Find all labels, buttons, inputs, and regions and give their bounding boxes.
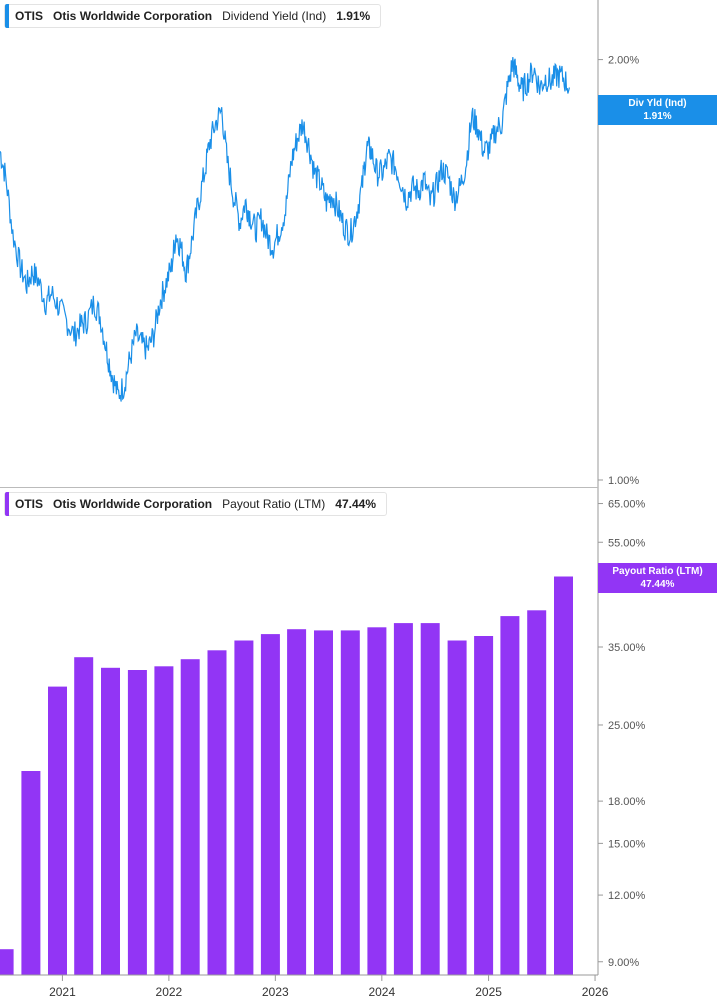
legend-metric: Dividend Yield (Ind): [222, 9, 327, 23]
legend-swatch-payout: [5, 492, 9, 516]
y-tick-label: 2.00%: [608, 55, 639, 67]
flag-label: Div Yld (Ind): [628, 98, 687, 109]
payout-bar: [314, 630, 333, 975]
payout-bar: [127, 670, 147, 975]
payout-bar: [21, 771, 41, 975]
payout-bar: [207, 650, 227, 975]
legend-metric: Payout Ratio (LTM): [222, 497, 326, 511]
y-tick-label: 12.00%: [608, 890, 646, 902]
dividend-yield-legend: OTIS Otis Worldwide Corporation Dividend…: [4, 4, 382, 28]
legend-ticker: OTIS: [15, 9, 44, 23]
x-axis: 2021 2022 2023 2024 2025 2026: [49, 975, 609, 999]
legend-ticker: OTIS: [15, 497, 44, 511]
payout-bar: [420, 623, 440, 975]
payout-bar: [340, 630, 360, 975]
legend-value: 47.44%: [335, 497, 376, 511]
x-tick-label: 2022: [156, 985, 183, 999]
payout-bar: [447, 640, 467, 975]
y-tick-label: 18.00%: [608, 796, 646, 808]
dividend-yield-line: [0, 57, 570, 402]
dividend-yield-value-flag: Div Yld (Ind) 1.91%: [598, 95, 717, 125]
payout-bar: [367, 627, 387, 975]
payout-bar: [101, 667, 120, 975]
payout-bar: [234, 640, 254, 975]
payout-bar: [287, 629, 307, 975]
payout-bar: [154, 666, 174, 975]
legend-swatch-yield: [5, 4, 9, 28]
payout-ratio-pane: 65.00%55.00%45.00%35.00%25.00%18.00%15.0…: [0, 499, 646, 975]
dividend-yield-pane: 2.00% 1.00%: [0, 55, 639, 487]
y-tick-label: 1.00%: [608, 475, 639, 487]
x-tick-label: 2021: [49, 985, 76, 999]
payout-bar: [554, 576, 573, 975]
payout-bar: [500, 616, 520, 975]
y-tick-label: 35.00%: [608, 642, 646, 654]
payout-bar: [48, 686, 67, 975]
y-tick-label: 15.00%: [608, 838, 646, 850]
x-tick-label: 2024: [368, 985, 395, 999]
flag-value: 1.91%: [643, 111, 672, 122]
payout-bar: [527, 610, 547, 975]
legend-value: 1.91%: [336, 9, 371, 23]
payout-bar: [74, 657, 94, 975]
payout-ratio-legend: OTIS Otis Worldwide Corporation Payout R…: [4, 492, 387, 516]
flag-value: 47.44%: [640, 579, 675, 590]
flag-label: Payout Ratio (LTM): [612, 566, 703, 577]
legend-company: Otis Worldwide Corporation: [53, 497, 213, 511]
y-tick-label: 55.00%: [608, 537, 646, 549]
payout-bar: [260, 634, 280, 975]
payout-bar: [0, 949, 14, 975]
payout-bar: [180, 659, 200, 975]
legend-company: Otis Worldwide Corporation: [53, 9, 213, 23]
x-tick-label: 2025: [475, 985, 502, 999]
x-tick-label: 2026: [582, 985, 609, 999]
y-tick-label: 9.00%: [608, 957, 639, 969]
y-tick-label: 65.00%: [608, 499, 646, 511]
y-tick-label: 25.00%: [608, 720, 646, 732]
x-tick-label: 2023: [262, 985, 289, 999]
payout-ratio-value-flag: Payout Ratio (LTM) 47.44%: [598, 563, 717, 593]
payout-bar: [393, 623, 413, 975]
payout-bar: [474, 636, 494, 975]
